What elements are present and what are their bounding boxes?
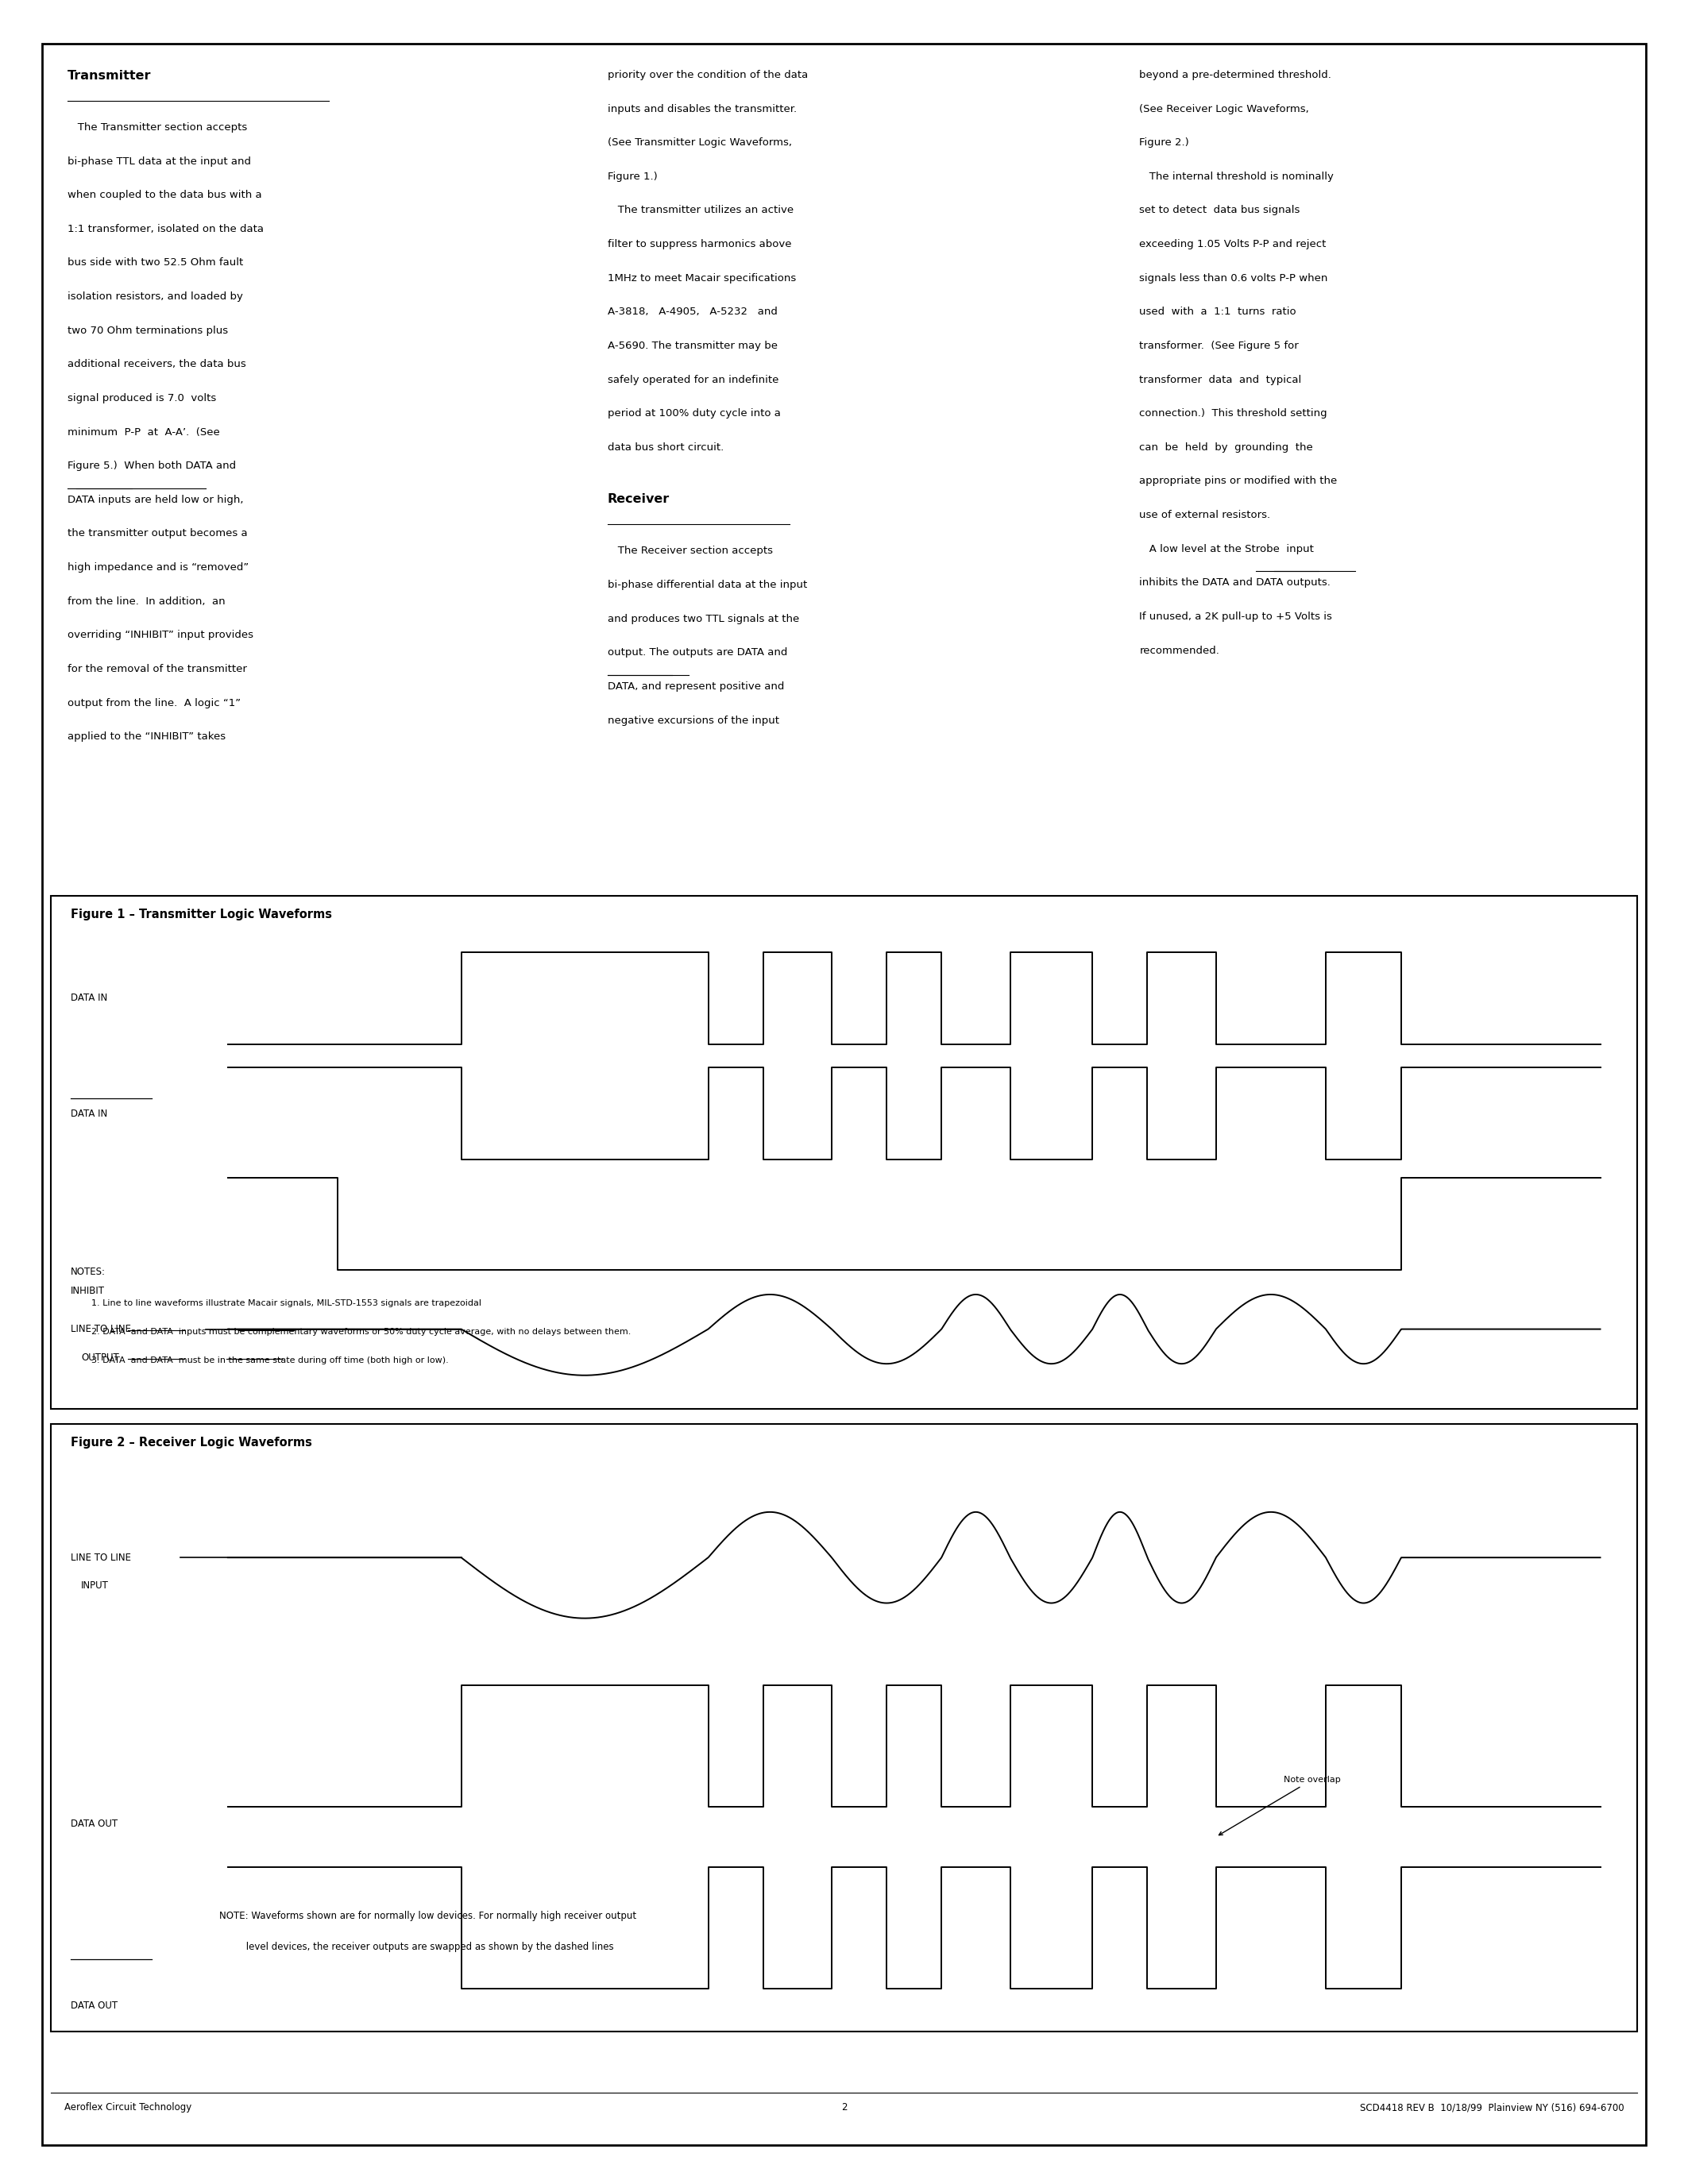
Bar — [51, 895, 1637, 1409]
Text: exceeding 1.05 Volts P-P and reject: exceeding 1.05 Volts P-P and reject — [1139, 238, 1327, 249]
Text: Note overlap: Note overlap — [1219, 1776, 1340, 1835]
Text: inhibits the DATA and DATA outputs.: inhibits the DATA and DATA outputs. — [1139, 577, 1330, 587]
Text: INPUT: INPUT — [81, 1581, 108, 1592]
Text: filter to suppress harmonics above: filter to suppress harmonics above — [608, 238, 792, 249]
Text: Figure 1 – Transmitter Logic Waveforms: Figure 1 – Transmitter Logic Waveforms — [71, 909, 333, 919]
Text: safely operated for an indefinite: safely operated for an indefinite — [608, 373, 778, 384]
Text: DATA inputs are held low or high,: DATA inputs are held low or high, — [68, 494, 243, 505]
Text: Figure 5.)  When both DATA and: Figure 5.) When both DATA and — [68, 461, 236, 472]
Text: for the removal of the transmitter: for the removal of the transmitter — [68, 664, 246, 675]
Text: DATA OUT: DATA OUT — [71, 2001, 118, 2011]
Text: minimum  P-P  at  A-A’.  (See: minimum P-P at A-A’. (See — [68, 426, 219, 437]
Text: 2: 2 — [841, 2103, 847, 2112]
Text: appropriate pins or modified with the: appropriate pins or modified with the — [1139, 476, 1337, 487]
Text: 2. DATA  and DATA  inputs must be complementary waveforms or 50% duty cycle aver: 2. DATA and DATA inputs must be compleme… — [91, 1328, 631, 1337]
Text: The Receiver section accepts: The Receiver section accepts — [608, 546, 773, 557]
Text: negative excursions of the input: negative excursions of the input — [608, 714, 780, 725]
Text: additional receivers, the data bus: additional receivers, the data bus — [68, 358, 246, 369]
Text: bus side with two 52.5 Ohm fault: bus side with two 52.5 Ohm fault — [68, 258, 243, 269]
Text: inputs and disables the transmitter.: inputs and disables the transmitter. — [608, 105, 797, 114]
Text: 3. DATA  and DATA  must be in the same state during off time (both high or low).: 3. DATA and DATA must be in the same sta… — [91, 1356, 449, 1365]
Text: (See Transmitter Logic Waveforms,: (See Transmitter Logic Waveforms, — [608, 138, 792, 149]
Text: Figure 2 – Receiver Logic Waveforms: Figure 2 – Receiver Logic Waveforms — [71, 1437, 312, 1448]
Text: output from the line.  A logic “1”: output from the line. A logic “1” — [68, 697, 241, 708]
Text: NOTE: Waveforms shown are for normally low devices. For normally high receiver o: NOTE: Waveforms shown are for normally l… — [219, 1911, 636, 1922]
Text: transformer.  (See Figure 5 for: transformer. (See Figure 5 for — [1139, 341, 1298, 352]
Text: 1. Line to line waveforms illustrate Macair signals, MIL-STD-1553 signals are tr: 1. Line to line waveforms illustrate Mac… — [91, 1299, 481, 1308]
Text: If unused, a 2K pull-up to +5 Volts is: If unused, a 2K pull-up to +5 Volts is — [1139, 612, 1332, 622]
Text: transformer  data  and  typical: transformer data and typical — [1139, 373, 1301, 384]
Text: 1MHz to meet Macair specifications: 1MHz to meet Macair specifications — [608, 273, 797, 284]
Text: from the line.  In addition,  an: from the line. In addition, an — [68, 596, 225, 607]
Text: bi-phase differential data at the input: bi-phase differential data at the input — [608, 579, 807, 590]
Text: set to detect  data bus signals: set to detect data bus signals — [1139, 205, 1300, 216]
Text: The transmitter utilizes an active: The transmitter utilizes an active — [608, 205, 793, 216]
Text: Aeroflex Circuit Technology: Aeroflex Circuit Technology — [64, 2103, 191, 2112]
Text: recommended.: recommended. — [1139, 644, 1219, 655]
Text: bi-phase TTL data at the input and: bi-phase TTL data at the input and — [68, 157, 252, 166]
Text: priority over the condition of the data: priority over the condition of the data — [608, 70, 809, 81]
Text: when coupled to the data bus with a: when coupled to the data bus with a — [68, 190, 262, 201]
Text: can  be  held  by  grounding  the: can be held by grounding the — [1139, 441, 1313, 452]
Text: DATA IN: DATA IN — [71, 994, 108, 1002]
Bar — [51, 1424, 1637, 2031]
Text: signals less than 0.6 volts P-P when: signals less than 0.6 volts P-P when — [1139, 273, 1328, 284]
Text: the transmitter output becomes a: the transmitter output becomes a — [68, 529, 248, 539]
Text: (See Receiver Logic Waveforms,: (See Receiver Logic Waveforms, — [1139, 105, 1310, 114]
Text: overriding “INHIBIT” input provides: overriding “INHIBIT” input provides — [68, 629, 253, 640]
Text: DATA IN: DATA IN — [71, 1109, 108, 1118]
Text: A-3818,   A-4905,   A-5232   and: A-3818, A-4905, A-5232 and — [608, 306, 778, 317]
Text: level devices, the receiver outputs are swapped as shown by the dashed lines: level devices, the receiver outputs are … — [219, 1942, 614, 1952]
Text: beyond a pre-determined threshold.: beyond a pre-determined threshold. — [1139, 70, 1332, 81]
Text: A low level at the Strobe  input: A low level at the Strobe input — [1139, 544, 1313, 555]
Text: OUTPUT: OUTPUT — [81, 1352, 118, 1363]
Text: and produces two TTL signals at the: and produces two TTL signals at the — [608, 614, 800, 625]
Text: The Transmitter section accepts: The Transmitter section accepts — [68, 122, 246, 133]
Text: output. The outputs are DATA and: output. The outputs are DATA and — [608, 646, 788, 657]
Text: use of external resistors.: use of external resistors. — [1139, 509, 1271, 520]
Text: high impedance and is “removed”: high impedance and is “removed” — [68, 561, 248, 572]
Text: isolation resistors, and loaded by: isolation resistors, and loaded by — [68, 290, 243, 301]
Text: INHIBIT: INHIBIT — [71, 1286, 105, 1295]
Text: NOTES:: NOTES: — [71, 1267, 106, 1278]
Text: Figure 1.): Figure 1.) — [608, 170, 658, 181]
Text: DATA OUT: DATA OUT — [71, 1819, 118, 1828]
Text: SCD4418 REV B  10/18/99  Plainview NY (516) 694-6700: SCD4418 REV B 10/18/99 Plainview NY (516… — [1359, 2103, 1624, 2112]
Text: LINE TO LINE: LINE TO LINE — [71, 1324, 132, 1334]
Text: A-5690. The transmitter may be: A-5690. The transmitter may be — [608, 341, 778, 352]
Text: DATA, and represent positive and: DATA, and represent positive and — [608, 681, 785, 692]
Text: used  with  a  1:1  turns  ratio: used with a 1:1 turns ratio — [1139, 306, 1296, 317]
Text: connection.)  This threshold setting: connection.) This threshold setting — [1139, 408, 1327, 419]
Text: The internal threshold is nominally: The internal threshold is nominally — [1139, 170, 1334, 181]
Text: Receiver: Receiver — [608, 494, 670, 505]
Text: Figure 2.): Figure 2.) — [1139, 138, 1190, 149]
Text: Transmitter: Transmitter — [68, 70, 152, 81]
Text: data bus short circuit.: data bus short circuit. — [608, 441, 724, 452]
Text: applied to the “INHIBIT” takes: applied to the “INHIBIT” takes — [68, 732, 226, 743]
Text: LINE TO LINE: LINE TO LINE — [71, 1553, 132, 1564]
Text: 1:1 transformer, isolated on the data: 1:1 transformer, isolated on the data — [68, 225, 263, 234]
Text: period at 100% duty cycle into a: period at 100% duty cycle into a — [608, 408, 782, 419]
Text: two 70 Ohm terminations plus: two 70 Ohm terminations plus — [68, 325, 228, 336]
Text: signal produced is 7.0  volts: signal produced is 7.0 volts — [68, 393, 216, 404]
